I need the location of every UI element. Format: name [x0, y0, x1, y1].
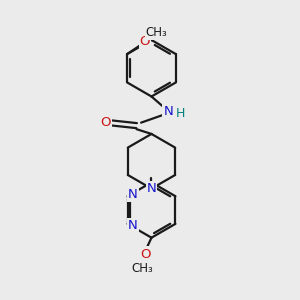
Text: O: O [100, 116, 111, 129]
Text: N: N [128, 219, 138, 232]
Text: O: O [140, 35, 150, 49]
Text: CH₃: CH₃ [132, 262, 153, 275]
Text: O: O [140, 248, 151, 260]
Text: H: H [176, 107, 186, 120]
Text: CH₃: CH₃ [146, 26, 167, 39]
Text: N: N [164, 106, 173, 118]
Text: N: N [147, 182, 156, 195]
Text: N: N [128, 188, 138, 201]
